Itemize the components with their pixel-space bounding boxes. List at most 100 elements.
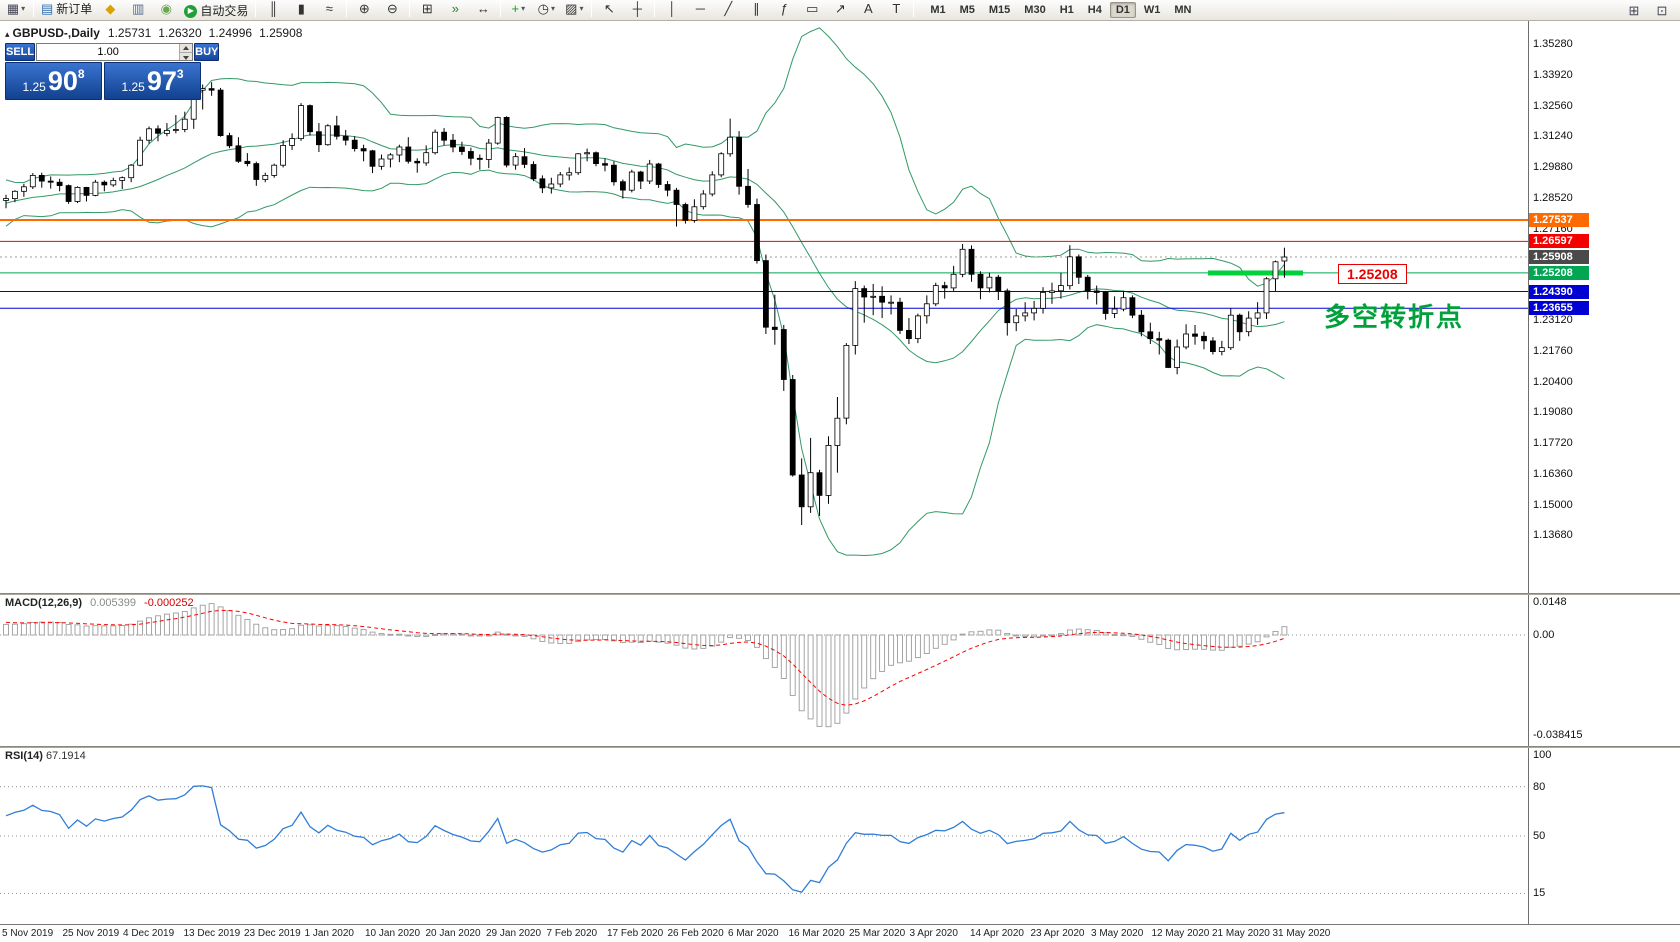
terminal-icon[interactable]: ▥ (124, 0, 152, 19)
fibonacci-icon[interactable]: ƒ (770, 0, 798, 19)
macd-panel: 0.0148 0.00 -0.038415 MACD(12,26,9) 0.0053… (0, 595, 1680, 746)
bollinger-upper (5, 27, 1285, 287)
timeframe-m5[interactable]: M5 (959, 4, 975, 16)
timeframe-h4[interactable]: H4 (1087, 4, 1102, 16)
templates-icon[interactable]: ▨ ▾ (560, 0, 588, 19)
timeframe-bar: M1 M5 M15 M30 H1 H4 D1 W1 MN (923, 2, 1198, 18)
auto-scroll-icon[interactable]: » (441, 0, 469, 19)
sell-price-point: 8 (77, 67, 85, 81)
vertical-line-icon: │ (668, 1, 677, 16)
chart-collapse-icon[interactable]: ▴ (5, 29, 10, 39)
timeframe-d1[interactable]: D1 (1109, 2, 1136, 18)
zoom-in-icon[interactable]: ⊕ (350, 0, 378, 19)
volume-input[interactable] (37, 44, 180, 60)
buy-price-button[interactable]: 1.25 97 3 (104, 62, 201, 100)
sell-price-pips: 90 (47, 66, 78, 96)
sell-button[interactable]: SELL (5, 43, 36, 61)
crosshair-icon[interactable]: ┼ (623, 0, 651, 19)
cursor-icon[interactable]: ↖ (595, 0, 623, 19)
templates-icon: ▨ (565, 1, 578, 16)
date-label: 13 Dec 2019 (183, 928, 241, 939)
periods-icon[interactable]: ◷ ▾ (532, 0, 560, 19)
text-icon[interactable]: A (854, 0, 882, 19)
arrows-icon[interactable]: ↗ (826, 0, 854, 19)
price-scale-label: 1.13680 (1533, 528, 1573, 541)
date-label: 26 Feb 2020 (667, 928, 724, 939)
date-label: 23 Apr 2020 (1030, 928, 1085, 939)
buy-button[interactable]: BUY (194, 43, 220, 61)
bar-chart-icon[interactable]: ║ (259, 0, 287, 19)
macd-title: MACD(12,26,9) (5, 597, 83, 609)
timeframe-h1[interactable]: H1 (1059, 4, 1074, 16)
metaeditor-icon: ◆ (105, 1, 116, 16)
float-chart-icon[interactable]: ⊡ (1656, 3, 1668, 18)
panel-splitter[interactable] (0, 593, 1680, 596)
rsi-title: RSI(14) (5, 750, 43, 762)
zoom-out-icon: ⊖ (386, 1, 398, 16)
vertical-line-icon[interactable]: │ (658, 0, 686, 19)
zoom-in-icon: ⊕ (358, 1, 370, 16)
rsi-scale-label: 50 (1533, 830, 1546, 842)
chart-window-icon: ▦ (6, 1, 20, 16)
zoom-out-icon[interactable]: ⊖ (378, 0, 406, 19)
indicators-icon[interactable]: + ▾ (504, 0, 532, 19)
panel-splitter[interactable] (0, 746, 1680, 749)
toolbar-separator (346, 0, 348, 17)
line-chart-icon[interactable]: ≈ (315, 0, 343, 19)
price-scale-label: 1.32560 (1533, 99, 1573, 112)
shapes-icon[interactable]: ▭ (798, 0, 826, 19)
toolbar: ▦ ▾ ▤ 新订单 ◆ ▥ ◉ ▶ 自动交易 ║ ▮ ≈ ⊕ ⊖ ⊞» ↔ + ▾ ◷ ▾ ▨ ▾ ↖ ┼ │ ─ ╱ ∥ ƒ ▭ ↗ A T … (0, 0, 1680, 21)
macd-canvas[interactable] (0, 595, 1680, 746)
tile-windows-icon[interactable]: ⊞ (413, 0, 441, 19)
price-scale-label: 1.21760 (1533, 345, 1573, 358)
new-order-button[interactable]: ▤ 新订单 (37, 0, 96, 19)
toolbar-separator (255, 0, 257, 17)
dock-chart-icon[interactable]: ⊞ (1628, 3, 1640, 18)
toolbar-separator (33, 0, 34, 17)
timeframe-w1[interactable]: W1 (1143, 4, 1161, 16)
ohlc-open: 1.25731 (107, 26, 152, 40)
volume-down-button[interactable] (180, 52, 193, 60)
autotrading-button[interactable]: ▶ 自动交易 (180, 1, 252, 21)
date-label: 4 Dec 2019 (123, 928, 175, 939)
price-chart-canvas[interactable] (0, 21, 1680, 593)
text-label-icon[interactable]: T (882, 0, 910, 19)
macd-signal-line (5, 609, 1285, 706)
date-label: 3 Apr 2020 (909, 928, 958, 939)
macd-main-value: 0.005399 (90, 597, 136, 609)
date-label: 5 Nov 2019 (2, 928, 54, 939)
channel-icon[interactable]: ∥ (742, 0, 770, 19)
price-scale-label: 1.17720 (1533, 437, 1573, 450)
price-scale-label: 1.16360 (1533, 468, 1573, 481)
chart-window-icon[interactable]: ▦ ▾ (2, 0, 30, 19)
rsi-canvas[interactable] (0, 748, 1680, 924)
candlestick-chart-icon[interactable]: ▮ (287, 0, 315, 19)
price-tag: 1.27537 (1529, 213, 1589, 227)
metaeditor-icon[interactable]: ◆ (96, 0, 124, 19)
date-label: 29 Jan 2020 (486, 928, 542, 939)
indicators-icon: + (511, 1, 520, 16)
timeframe-mn[interactable]: MN (1174, 4, 1192, 16)
chevron-down-icon: ▾ (521, 4, 526, 13)
timeframe-m1[interactable]: M1 (930, 4, 946, 16)
macd-histogram (3, 603, 1288, 728)
timeframe-m30[interactable]: M30 (1024, 4, 1046, 16)
horizontal-line-icon[interactable]: ─ (686, 0, 714, 19)
timeframe-m15[interactable]: M15 (988, 4, 1011, 16)
trendline-icon[interactable]: ╱ (714, 0, 742, 19)
channel-icon: ∥ (753, 1, 760, 16)
date-label: 25 Mar 2020 (849, 928, 906, 939)
broadcast-icon[interactable]: ◉ (152, 0, 180, 19)
macd-scale-label: 0.0148 (1533, 596, 1567, 608)
level-price-label: 1.25208 (1338, 264, 1407, 284)
new-order-button-label: 新订单 (56, 2, 93, 16)
chevron-down-icon: ▾ (579, 4, 584, 13)
ohlc-high: 1.26320 (158, 26, 202, 40)
bollinger-lower (5, 169, 1285, 557)
turning-point-annotation: 多空转折点 (1324, 302, 1465, 332)
sell-price-button[interactable]: 1.25 90 8 (5, 62, 102, 100)
time-axis[interactable]: 5 Nov 2019 25 Nov 2019 4 Dec 2019 13 Dec 20… (0, 924, 1680, 942)
volume-up-button[interactable] (180, 44, 193, 53)
chart-shift-icon[interactable]: ↔ (469, 0, 497, 19)
auto-scroll-icon: » (451, 1, 459, 16)
